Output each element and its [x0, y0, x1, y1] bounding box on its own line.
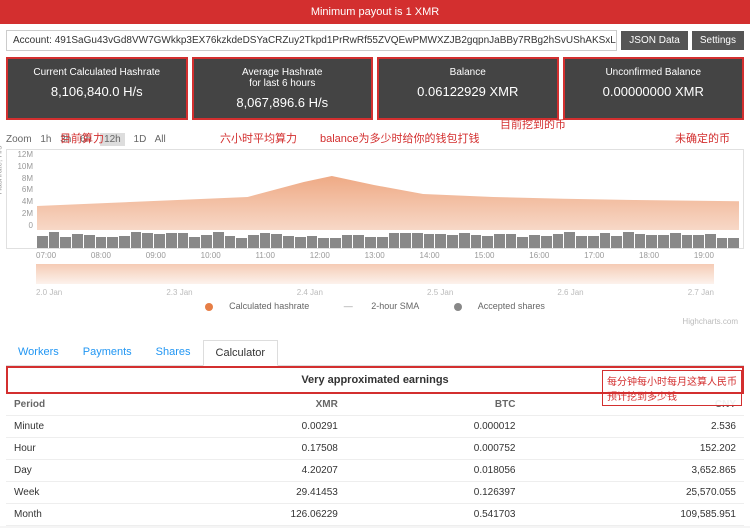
shares-bars	[37, 230, 739, 248]
account-label: Account:	[13, 35, 52, 46]
stat-title: Current Calculated Hashrate	[12, 67, 182, 78]
chart-area: 目前算力 六小时平均算力 balance为多少时给你的钱包打钱 目前挖到的币 未…	[0, 126, 750, 334]
zoom-1h[interactable]: 1h	[40, 134, 51, 145]
stat-avg-hashrate: Average Hashrate for last 6 hours 8,067,…	[192, 57, 374, 120]
table-row: Day4.202070.0180563,652.865	[6, 460, 744, 482]
table-row: Hour0.175080.000752152.202	[6, 438, 744, 460]
col-btc: BTC	[346, 394, 524, 416]
zoom-label: Zoom	[6, 134, 32, 145]
legend-shares: Accepted shares	[478, 301, 545, 311]
table-row: Month126.062290.541703109,585.951	[6, 504, 744, 526]
y-axis-ticks: 12M10M8M6M4M2M0	[7, 150, 35, 230]
stat-value: 0.06122929 XMR	[383, 84, 553, 99]
account-address: Account: 491SaGu43vGd8VW7GWkkp3EX76kzkde…	[6, 30, 617, 51]
account-value: 491SaGu43vGd8VW7GWkkp3EX76kzkdeDSYaCRZuy…	[55, 35, 618, 46]
zoom-1d[interactable]: 1D	[134, 134, 147, 145]
stat-balance: Balance 0.06122929 XMR	[377, 57, 559, 120]
navigator-x-ticks: 2.0 Jan2.3 Jan2.4 Jan2.5 Jan2.6 Jan2.7 J…	[6, 288, 744, 297]
tab-calculator[interactable]: Calculator	[203, 340, 279, 366]
y-axis-label: Hashrate, H/s	[0, 146, 4, 195]
zoom-all[interactable]: All	[155, 134, 166, 145]
annotation-mined: 目前挖到的币	[500, 116, 566, 132]
tabs: Workers Payments Shares Calculator	[6, 340, 744, 366]
table-row: Week29.414530.12639725,570.055	[6, 482, 744, 504]
navigator-chart[interactable]	[36, 264, 714, 284]
annotation-balance: balance为多少时给你的钱包打钱	[320, 130, 480, 146]
annotation-current: 目前算力	[60, 130, 104, 146]
legend-hashrate: Calculated hashrate	[229, 301, 309, 311]
json-data-button[interactable]: JSON Data	[621, 31, 688, 50]
annotation-unconfirmed: 未确定的币	[675, 130, 730, 146]
col-period: Period	[6, 394, 151, 416]
tab-payments[interactable]: Payments	[71, 340, 144, 365]
table-row: Minute0.002910.0000122.536	[6, 416, 744, 438]
stat-value: 8,106,840.0 H/s	[12, 84, 182, 99]
legend-dot-hashrate	[205, 303, 213, 311]
chart-credit: Highcharts.com	[6, 315, 744, 328]
col-xmr: XMR	[151, 394, 346, 416]
stat-value: 8,067,896.6 H/s	[198, 95, 368, 110]
tab-shares[interactable]: Shares	[144, 340, 203, 365]
legend-dot-shares	[454, 303, 462, 311]
stat-title: Balance	[383, 67, 553, 78]
settings-button[interactable]: Settings	[692, 31, 744, 50]
area-series	[37, 170, 739, 230]
hashrate-chart[interactable]: Hashrate, H/s 12M10M8M6M4M2M0	[6, 149, 744, 249]
x-axis-ticks: 07:0008:0009:0010:0011:0012:0013:0014:00…	[6, 249, 744, 260]
annotation-earnings: 每分钟每小时每月这算人民币预计挖到多少钱	[602, 370, 742, 406]
stat-title: Unconfirmed Balance	[569, 67, 739, 78]
payout-banner: Minimum payout is 1 XMR	[0, 0, 750, 24]
legend-sma: 2-hour SMA	[371, 301, 419, 311]
stat-value: 0.00000000 XMR	[569, 84, 739, 99]
earnings-table: Period XMR BTC CNY Minute0.002910.000012…	[6, 394, 744, 526]
stat-current-hashrate: Current Calculated Hashrate 8,106,840.0 …	[6, 57, 188, 120]
stat-title: Average Hashrate for last 6 hours	[198, 67, 368, 89]
annotation-avg: 六小时平均算力	[220, 130, 297, 146]
stat-unconfirmed: Unconfirmed Balance 0.00000000 XMR	[563, 57, 745, 120]
chart-legend: Calculated hashrate — 2-hour SMA Accepte…	[6, 297, 744, 315]
tab-workers[interactable]: Workers	[6, 340, 71, 365]
